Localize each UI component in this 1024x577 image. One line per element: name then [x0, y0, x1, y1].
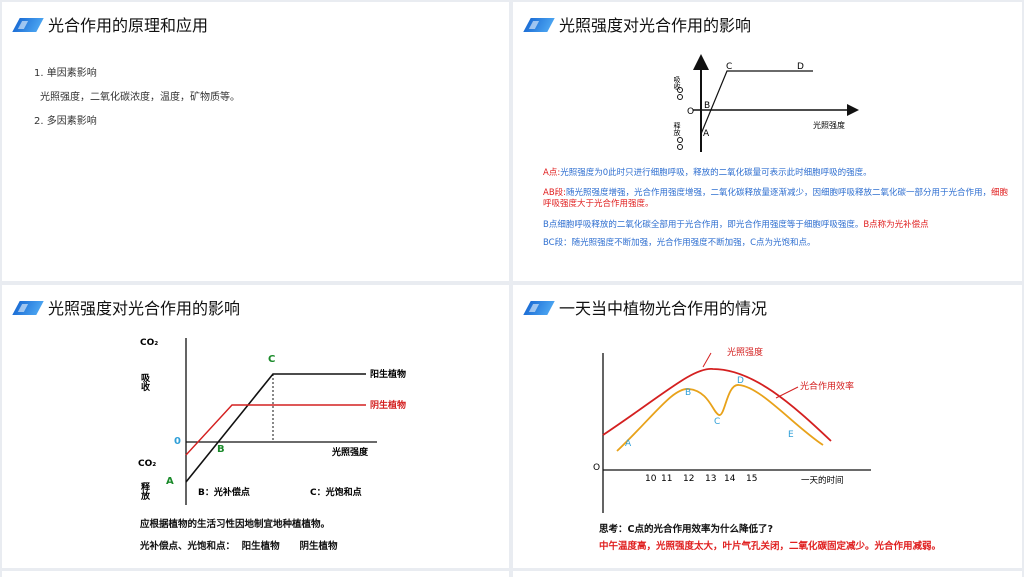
point-a-label: A	[703, 129, 710, 139]
circle-mark	[677, 144, 683, 150]
photosynthesis-rate-curve	[616, 384, 824, 452]
panel-title: 一天当中植物光合作用的情况	[559, 299, 768, 318]
point-d-label: D	[737, 376, 744, 386]
sun-plant-curve	[185, 373, 366, 483]
light-intensity-curve	[602, 368, 832, 442]
point-b-label: B	[217, 444, 225, 455]
point-b-label: B	[704, 101, 710, 111]
single-factor-detail: 光照强度，二氧化碳浓度，温度，矿物质等。	[40, 92, 240, 103]
point-d-label: D	[797, 62, 804, 72]
x-tick-11: 11	[661, 474, 672, 484]
x-tick-15: 15	[746, 474, 757, 484]
y-down-label: 释放	[673, 122, 681, 137]
think-answer: 中午温度高，光照强度太大，叶片气孔关闭，二氧化碳固定减少。光合作用减弱。	[599, 541, 942, 552]
panel-title: 光照强度对光合作用的影响	[48, 299, 241, 318]
x-axis-label: 光照强度	[813, 120, 845, 130]
x-axis-label: 一天的时间	[801, 475, 844, 486]
x-tick-10: 10	[645, 474, 657, 484]
note-bc-text: BC段：随光照强度不断加强，光合作用强度不断加强，C点为光饱和点。	[543, 238, 816, 248]
slide-panel-daily-photosynthesis: 一天当中植物光合作用的情况 光照强度 光合作用效率 O 一天的时间 10 11 …	[513, 285, 1022, 568]
compensation-comparison: 光补偿点、光饱和点： 阳生植物 阴生植物	[140, 541, 338, 552]
note-b-red: B点称为光补偿点	[863, 220, 929, 230]
note-segment-ab: AB段:随光照强度增强，光合作用强度增强，二氧化碳释放量逐渐减少，因细胞呼吸释放…	[543, 188, 1013, 210]
think-question: 思考：C点的光合作用效率为什么降低了?	[599, 524, 773, 535]
title-bar-icon	[523, 18, 555, 32]
origin-label: O	[593, 463, 600, 473]
note-segment-bc: BC段：随光照强度不断加强，光合作用强度不断加强，C点为光饱和点。	[543, 238, 1013, 249]
next-slide-edge	[2, 571, 509, 577]
note-a-text: 光照强度为0此时只进行细胞呼吸，释放的二氧化碳量可表示此时细胞呼吸的强度。	[560, 168, 872, 178]
point-c-label: C	[268, 354, 275, 365]
y-up-label: 吸收	[673, 76, 681, 91]
circle-mark	[677, 137, 683, 143]
co2-bottom-label: CO₂	[138, 459, 156, 469]
x-axis-label: 光照强度	[331, 446, 369, 458]
point-a-label: A	[166, 476, 174, 487]
slide-panel-light-intensity: 光照强度对光合作用的影响 吸收 O 释放 A B C D 光照强度 A点:光照强…	[513, 2, 1022, 281]
light-series-label: 光照强度	[727, 346, 763, 358]
circle-mark	[677, 94, 683, 100]
shade-plant-label: 阴生植物	[370, 399, 406, 411]
note-point-b: B点细胞呼吸释放的二氧化碳全部用于光合作用，即光合作用强度等于细胞呼吸强度。B点…	[543, 220, 1013, 231]
title-bar-icon	[12, 18, 44, 32]
rate-series-label: 光合作用效率	[800, 380, 854, 392]
point-c-label: C	[714, 417, 720, 427]
absorb-label: 吸收	[139, 373, 150, 392]
origin-label: O	[687, 107, 694, 117]
circle-mark	[677, 87, 683, 93]
sun-plant-label: 阳生植物	[370, 368, 406, 380]
daily-curve-diagram: 光照强度 光合作用效率 O 一天的时间 10 11 12 13 14 15 A …	[593, 346, 871, 513]
title-bar-icon	[12, 301, 44, 315]
x-tick-14: 14	[724, 474, 736, 484]
list-item-multi-factor: 2. 多因素影响	[34, 116, 97, 127]
note-ab-label: AB段:	[543, 188, 567, 198]
light-label-pointer	[702, 352, 712, 368]
panel-title: 光合作用的原理和应用	[48, 16, 209, 35]
x-tick-12: 12	[683, 474, 694, 484]
sun-shade-diagram: CO₂ 吸收 0 CO₂ 释放 C B A 光照强度 阳生植物 阴生植物 B：光…	[138, 338, 406, 505]
x-tick-13: 13	[705, 474, 716, 484]
release-label: 释放	[139, 481, 151, 501]
note-ab-red: 细胞呼吸强度大于光合作用强度。	[543, 188, 1009, 209]
slide-panel-sun-shade: 光照强度对光合作用的影响 CO₂ 吸收 0 CO₂ 释放 C B A 光照强度 …	[2, 285, 509, 568]
note-a-label: A点:	[543, 168, 561, 178]
title-bar-icon	[523, 301, 555, 315]
point-a-label: A	[625, 439, 632, 449]
note-ab-text: 随光照强度增强，光合作用强度增强，二氧化碳释放量逐渐减少，因细胞呼吸释放二氧化碳…	[566, 188, 992, 198]
shade-plant-curve	[185, 404, 366, 456]
light-curve-diagram: 吸收 O 释放 A B C D 光照强度	[673, 54, 859, 152]
c-caption: C：光饱和点	[310, 486, 362, 498]
point-e-label: E	[788, 430, 794, 440]
point-c-label: C	[726, 62, 732, 72]
note-point-a: A点:光照强度为0此时只进行细胞呼吸，释放的二氧化碳量可表示此时细胞呼吸的强度。	[543, 168, 1013, 179]
zero-label: 0	[174, 436, 181, 447]
slide-panel-principles: 光合作用的原理和应用 1. 单因素影响 光照强度，二氧化碳浓度，温度，矿物质等。…	[2, 2, 509, 281]
point-b-label: B	[685, 388, 691, 398]
b-caption: B：光补偿点	[198, 486, 250, 498]
next-slide-edge	[513, 571, 1022, 577]
light-response-curve	[700, 70, 813, 135]
co2-top-label: CO₂	[140, 338, 158, 348]
note-b-text: B点细胞呼吸释放的二氧化碳全部用于光合作用，即光合作用强度等于细胞呼吸强度。	[543, 220, 864, 230]
rate-label-pointer	[775, 386, 799, 399]
planting-advice: 应根据植物的生活习性因地制宜地种植植物。	[140, 519, 331, 530]
panel-title: 光照强度对光合作用的影响	[559, 16, 752, 35]
list-item-single-factor: 1. 单因素影响	[34, 68, 97, 79]
